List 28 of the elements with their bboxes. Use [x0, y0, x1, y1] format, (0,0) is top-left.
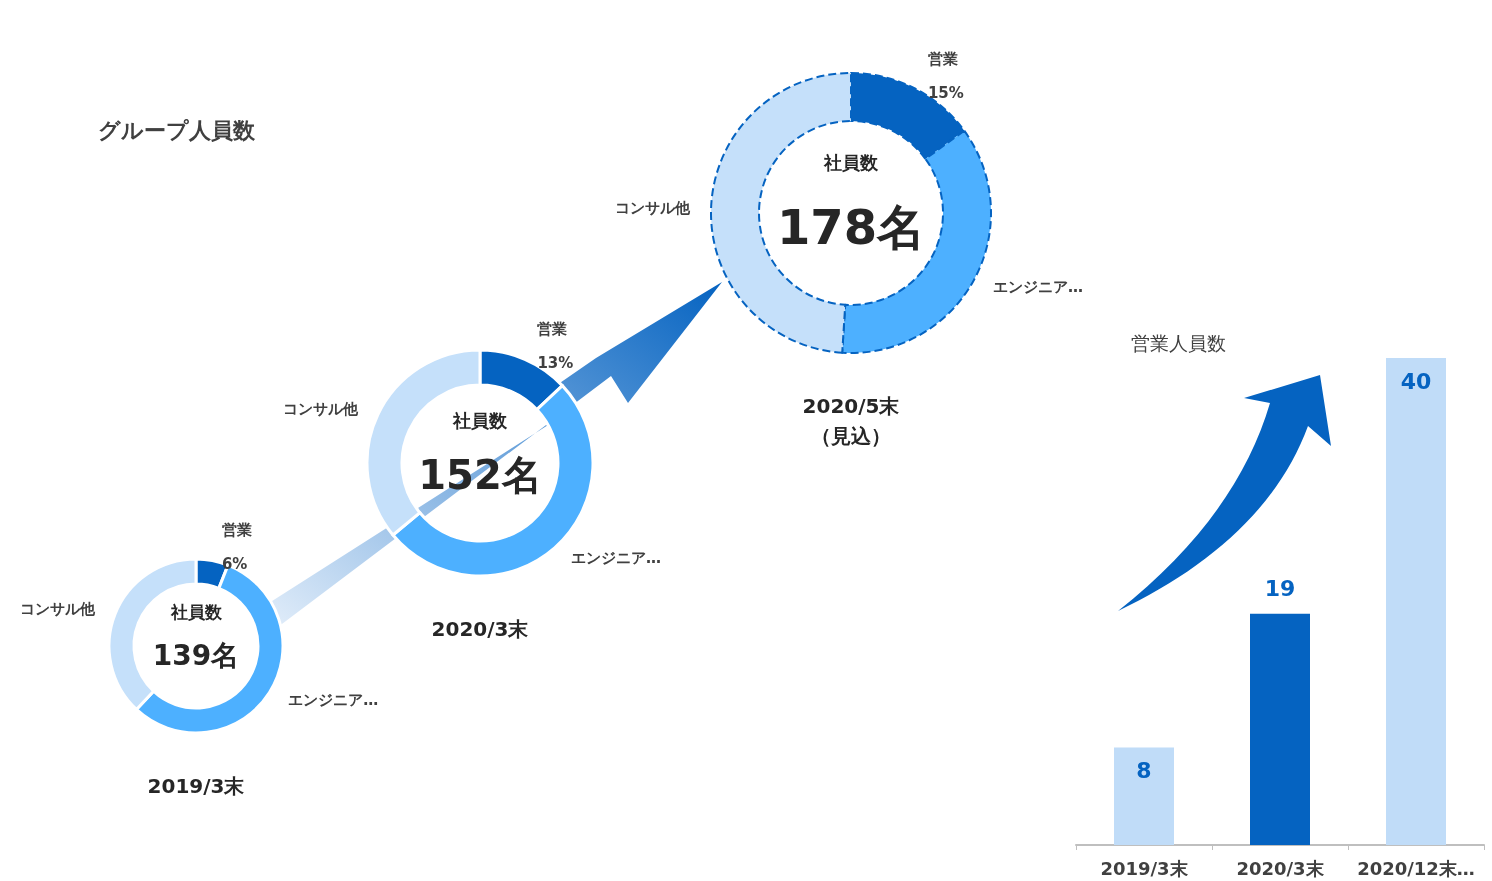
text: 社員数 — [452, 409, 508, 431]
x-tick-label: 2019/3末 — [1100, 857, 1189, 879]
data-label: 40 — [1400, 368, 1432, 394]
slice-label: 営業 — [927, 49, 958, 68]
text: 2020/3末 — [430, 616, 530, 643]
text: 2019/3末 — [146, 773, 246, 800]
data-label: 6% — [221, 554, 248, 573]
text: 2020/5末（見込） — [801, 393, 901, 450]
text: 139名 — [152, 638, 240, 672]
data-label: 19 — [1264, 576, 1296, 602]
slice-label: 営業 — [537, 320, 568, 339]
slice-label: コンサル他 — [20, 599, 97, 618]
text: 178名 — [776, 198, 926, 255]
x-tick-label: 2020/12末… — [1357, 857, 1475, 879]
text: 社員数 — [169, 601, 223, 622]
slice-label: エンジニア… — [570, 549, 661, 568]
slice-label: コンサル他 — [283, 399, 360, 418]
data-label: 8 — [1136, 758, 1152, 784]
data-label: 13% — [537, 354, 574, 373]
slice-label: 営業 — [221, 520, 252, 539]
slice-label: コンサル他 — [615, 199, 692, 218]
chart-title: 営業人員数 — [1131, 331, 1226, 354]
x-tick-label: 2020/3末 — [1236, 857, 1325, 879]
slice-label: エンジニア… — [288, 691, 379, 710]
slice-label: エンジニア… — [992, 278, 1083, 297]
text: 社員数 — [823, 151, 879, 173]
chart-subtitle: グループ人員数 — [98, 117, 256, 143]
data-label: 15% — [927, 83, 964, 102]
